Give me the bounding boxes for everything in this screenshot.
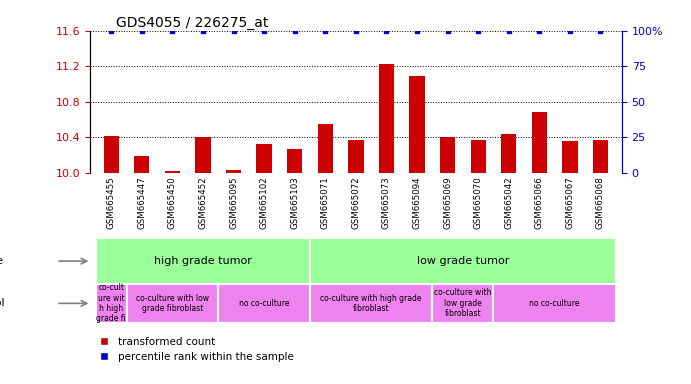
- Bar: [310, 238, 616, 284]
- Bar: [501, 134, 516, 173]
- Text: GSM665073: GSM665073: [382, 176, 391, 229]
- Text: high grade tumor: high grade tumor: [154, 256, 252, 266]
- Bar: [226, 170, 241, 173]
- Text: low grade tumor: low grade tumor: [417, 256, 509, 266]
- Bar: [348, 140, 363, 173]
- Bar: [287, 149, 303, 173]
- Bar: [196, 137, 211, 173]
- Text: GSM665071: GSM665071: [321, 176, 330, 229]
- Bar: [531, 113, 547, 173]
- Bar: [256, 144, 272, 173]
- Bar: [126, 284, 218, 323]
- Text: GSM665042: GSM665042: [504, 176, 513, 229]
- Text: GSM665455: GSM665455: [106, 176, 115, 229]
- Text: GSM665452: GSM665452: [198, 176, 207, 229]
- Text: GSM665103: GSM665103: [290, 176, 299, 229]
- Text: GDS4055 / 226275_at: GDS4055 / 226275_at: [116, 16, 269, 30]
- Text: GSM665095: GSM665095: [229, 176, 238, 229]
- Bar: [318, 124, 333, 173]
- Text: co-cult
ure wit
h high
grade fi: co-cult ure wit h high grade fi: [96, 283, 126, 323]
- Text: GSM665070: GSM665070: [473, 176, 483, 229]
- Bar: [562, 141, 578, 173]
- Bar: [96, 284, 126, 323]
- Bar: [471, 140, 486, 173]
- Text: no co-culture: no co-culture: [529, 299, 580, 308]
- Text: GSM665072: GSM665072: [351, 176, 361, 229]
- Text: co-culture with
low grade
fibroblast: co-culture with low grade fibroblast: [434, 288, 491, 318]
- Text: growth protocol: growth protocol: [0, 298, 4, 308]
- Text: GSM665066: GSM665066: [535, 176, 544, 229]
- Bar: [409, 76, 425, 173]
- Bar: [310, 284, 433, 323]
- Legend: transformed count, percentile rank within the sample: transformed count, percentile rank withi…: [95, 333, 298, 366]
- Text: GSM665067: GSM665067: [565, 176, 574, 229]
- Bar: [104, 136, 119, 173]
- Text: GSM665447: GSM665447: [138, 176, 146, 229]
- Bar: [433, 284, 493, 323]
- Bar: [134, 156, 149, 173]
- Text: GSM665094: GSM665094: [413, 176, 422, 229]
- Bar: [96, 238, 310, 284]
- Bar: [493, 284, 616, 323]
- Text: co-culture with low
grade fibroblast: co-culture with low grade fibroblast: [136, 294, 209, 313]
- Text: GSM665450: GSM665450: [168, 176, 177, 229]
- Bar: [164, 171, 180, 173]
- Bar: [218, 284, 310, 323]
- Text: no co-culture: no co-culture: [239, 299, 290, 308]
- Text: tissue: tissue: [0, 256, 4, 266]
- Text: GSM665069: GSM665069: [443, 176, 452, 229]
- Text: co-culture with high grade
fibroblast: co-culture with high grade fibroblast: [321, 294, 422, 313]
- Text: GSM665068: GSM665068: [596, 176, 605, 229]
- Bar: [593, 140, 608, 173]
- Bar: [379, 65, 394, 173]
- Text: GSM665102: GSM665102: [260, 176, 269, 229]
- Bar: [440, 137, 455, 173]
